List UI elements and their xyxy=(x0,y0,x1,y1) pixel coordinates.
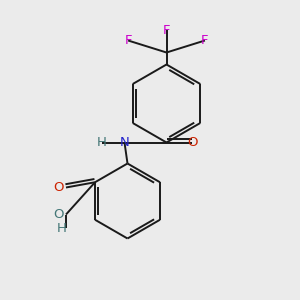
Text: O: O xyxy=(53,181,64,194)
Text: F: F xyxy=(163,23,170,37)
Text: H: H xyxy=(97,136,107,149)
Text: O: O xyxy=(53,208,64,221)
Text: O: O xyxy=(187,136,197,149)
Text: H: H xyxy=(57,221,66,235)
Text: F: F xyxy=(201,34,209,47)
Text: F: F xyxy=(124,34,132,47)
Text: N: N xyxy=(120,136,129,149)
